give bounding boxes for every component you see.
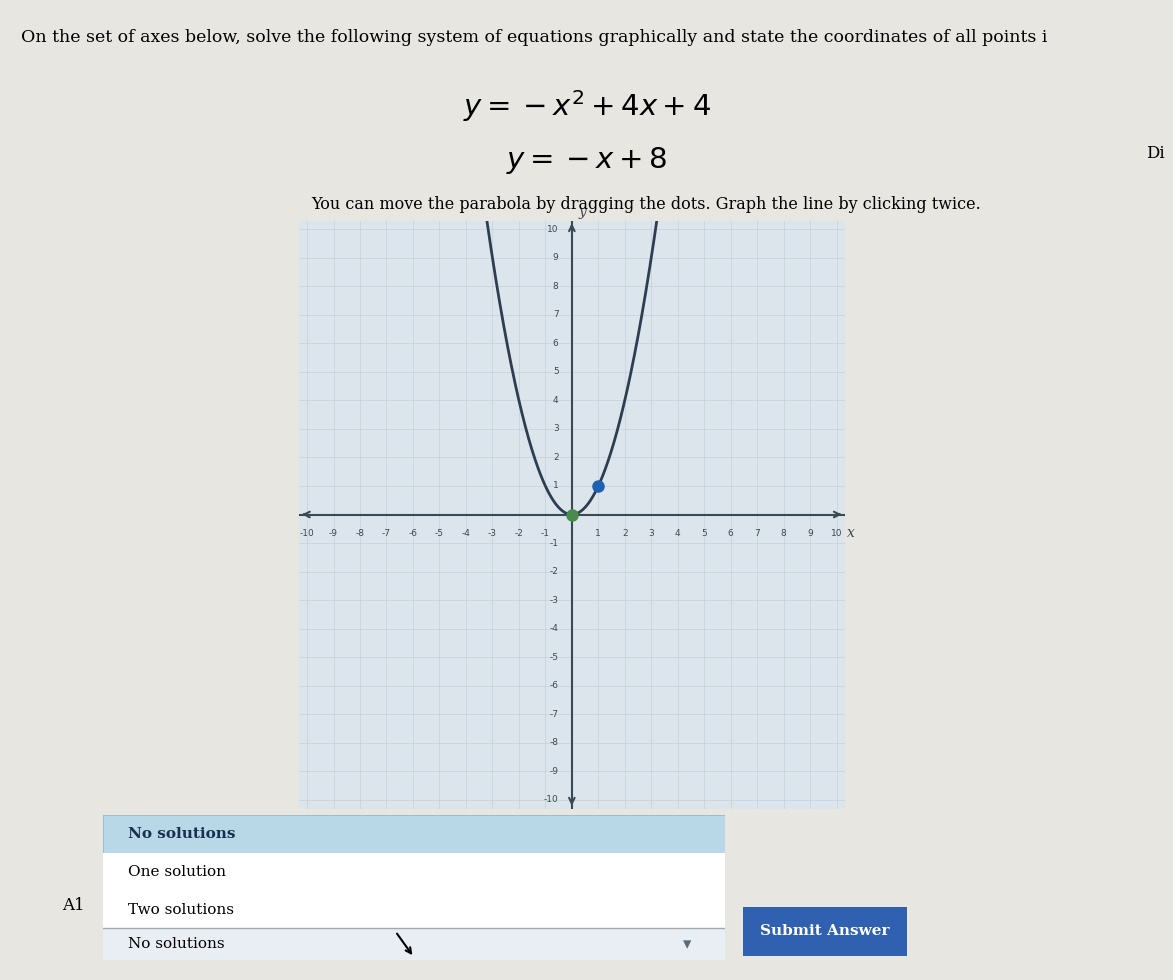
Text: 5: 5 xyxy=(552,368,558,376)
Text: -8: -8 xyxy=(355,529,365,538)
Text: 1: 1 xyxy=(596,529,602,538)
Text: Di: Di xyxy=(1146,145,1165,162)
Text: x: x xyxy=(847,526,855,540)
Text: -10: -10 xyxy=(299,529,314,538)
Text: -1: -1 xyxy=(550,539,558,548)
Text: 10: 10 xyxy=(547,224,558,233)
Text: A1: A1 xyxy=(62,897,86,913)
Text: -4: -4 xyxy=(550,624,558,633)
Text: ▾: ▾ xyxy=(684,936,692,954)
Text: Submit Answer: Submit Answer xyxy=(760,924,889,938)
Text: -4: -4 xyxy=(461,529,470,538)
Text: 4: 4 xyxy=(552,396,558,405)
Text: -3: -3 xyxy=(550,596,558,605)
Bar xyxy=(103,815,725,853)
Text: 9: 9 xyxy=(807,529,813,538)
Text: 3: 3 xyxy=(552,424,558,433)
Text: 6: 6 xyxy=(727,529,733,538)
Bar xyxy=(103,853,725,891)
Text: 8: 8 xyxy=(552,281,558,291)
Text: Two solutions: Two solutions xyxy=(128,903,235,916)
Text: -2: -2 xyxy=(515,529,523,538)
Bar xyxy=(103,928,725,960)
Text: 7: 7 xyxy=(754,529,760,538)
Text: $y = -x^2 + 4x + 4$: $y = -x^2 + 4x + 4$ xyxy=(462,88,711,124)
Text: 5: 5 xyxy=(701,529,707,538)
Text: -2: -2 xyxy=(550,567,558,576)
Text: 2: 2 xyxy=(622,529,628,538)
Text: 9: 9 xyxy=(552,253,558,262)
Text: 2: 2 xyxy=(552,453,558,462)
Text: -10: -10 xyxy=(544,796,558,805)
Text: -3: -3 xyxy=(488,529,497,538)
Text: 8: 8 xyxy=(781,529,787,538)
FancyBboxPatch shape xyxy=(103,815,725,960)
Text: No solutions: No solutions xyxy=(128,827,236,841)
Text: -6: -6 xyxy=(408,529,418,538)
Text: -7: -7 xyxy=(550,710,558,718)
Text: On the set of axes below, solve the following system of equations graphically an: On the set of axes below, solve the foll… xyxy=(21,29,1047,46)
Bar xyxy=(103,891,725,928)
Text: -7: -7 xyxy=(382,529,391,538)
Text: -9: -9 xyxy=(550,767,558,776)
Text: No solutions: No solutions xyxy=(128,938,225,952)
Text: $y = -x + 8$: $y = -x + 8$ xyxy=(506,145,667,176)
Text: y: y xyxy=(578,205,586,220)
Text: -8: -8 xyxy=(550,738,558,748)
Text: -1: -1 xyxy=(541,529,550,538)
Text: 3: 3 xyxy=(649,529,655,538)
Text: One solution: One solution xyxy=(128,865,226,879)
Text: -6: -6 xyxy=(550,681,558,690)
Text: You can move the parabola by dragging the dots. Graph the line by clicking twice: You can move the parabola by dragging th… xyxy=(311,196,981,213)
Text: 4: 4 xyxy=(674,529,680,538)
Text: -5: -5 xyxy=(550,653,558,662)
Text: -9: -9 xyxy=(330,529,338,538)
Text: 1: 1 xyxy=(552,481,558,490)
Text: 6: 6 xyxy=(552,339,558,348)
Text: -5: -5 xyxy=(435,529,443,538)
FancyBboxPatch shape xyxy=(733,906,916,956)
Text: 10: 10 xyxy=(830,529,842,538)
Text: 7: 7 xyxy=(552,311,558,319)
